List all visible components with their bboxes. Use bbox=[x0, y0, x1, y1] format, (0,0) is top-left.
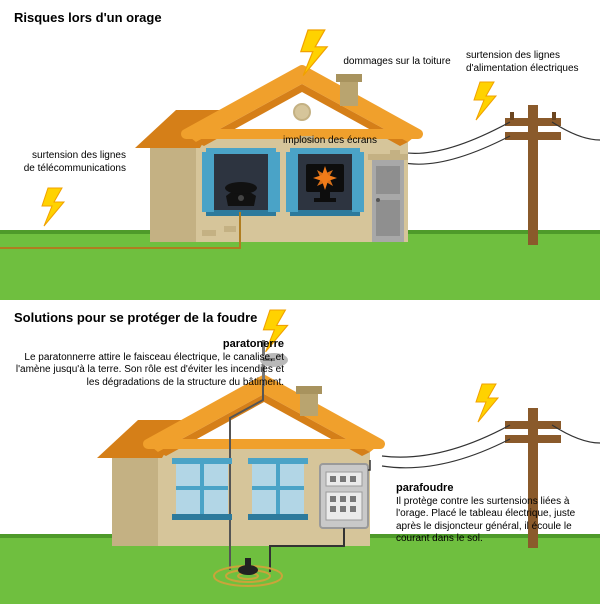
body-parafoudre: Il protège contre les surtensions liées … bbox=[396, 496, 575, 545]
heading-paratonnerre: paratonerre bbox=[223, 338, 284, 350]
phone-icon bbox=[225, 182, 257, 206]
label-power-surge: surtension des lignes d'alimentation éle… bbox=[466, 50, 596, 75]
panel-solutions: Solutions pour se protéger de la foudre … bbox=[0, 300, 600, 604]
panel-risks: Risques lors d'un orage dommages sur la … bbox=[0, 0, 600, 300]
label-parafoudre: parafoudre Il protège contre les surtens… bbox=[396, 482, 586, 546]
panel-title-risks: Risques lors d'un orage bbox=[14, 10, 162, 25]
heading-parafoudre: parafoudre bbox=[396, 482, 453, 494]
label-screen-implosion: implosion des écrans bbox=[270, 135, 390, 148]
window-screen bbox=[286, 148, 364, 216]
window-telecom bbox=[202, 148, 280, 216]
label-roof-damage: dommages sur la toiture bbox=[322, 56, 472, 69]
body-paratonnerre: Le paratonnerre attire le faisceau élect… bbox=[16, 352, 284, 388]
label-paratonnerre: paratonerre Le paratonnerre attire le fa… bbox=[14, 338, 284, 389]
electrical-cabinet bbox=[320, 464, 368, 528]
door bbox=[368, 154, 408, 242]
label-telecom-surge: surtension des lignes de télécommunicati… bbox=[8, 150, 126, 175]
panel-title-solutions: Solutions pour se protéger de la foudre bbox=[14, 310, 257, 325]
